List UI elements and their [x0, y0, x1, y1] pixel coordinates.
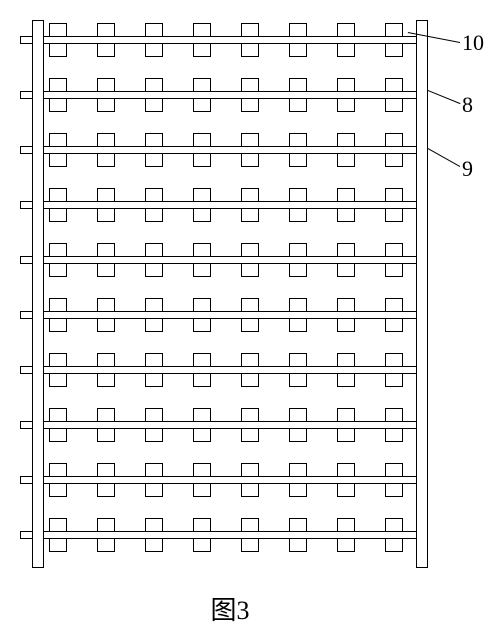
horizontal-rail	[20, 201, 428, 209]
horizontal-rail	[20, 146, 428, 154]
callout-label-9: 9	[462, 156, 473, 182]
callout-leader-8	[428, 90, 460, 104]
horizontal-rail	[20, 311, 428, 319]
horizontal-rail	[20, 476, 428, 484]
figure-caption: 图3	[200, 590, 260, 627]
horizontal-rail	[20, 91, 428, 99]
horizontal-rail	[20, 36, 428, 44]
horizontal-rail	[20, 256, 428, 264]
horizontal-rail	[20, 366, 428, 374]
vertical-rail	[416, 20, 428, 568]
callout-label-10: 10	[462, 30, 484, 56]
horizontal-rail	[20, 421, 428, 429]
vertical-rail	[32, 20, 44, 568]
horizontal-rail	[20, 531, 428, 539]
figure-3: 10 8 9 图3	[0, 0, 500, 639]
callout-leader-9	[428, 148, 460, 167]
callout-label-8: 8	[462, 92, 473, 118]
